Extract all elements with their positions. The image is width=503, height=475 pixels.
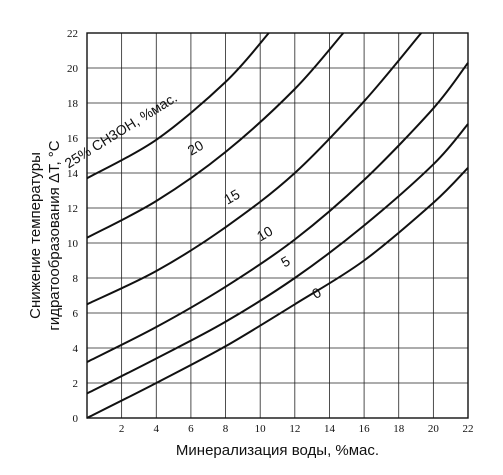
series-label-2: 10 — [254, 222, 276, 244]
y-tick-label: 14 — [67, 168, 79, 180]
series-label-1: 5 — [278, 252, 293, 270]
x-tick-label: 8 — [223, 423, 229, 435]
series-label-5: 25% CH3OH, %мас. — [62, 89, 180, 171]
y-tick-label: 18 — [67, 98, 79, 110]
y-tick-label: 22 — [67, 28, 78, 40]
x-tick-label: 16 — [359, 423, 371, 435]
grid — [87, 32, 469, 419]
y-tick-label: 6 — [73, 308, 79, 320]
x-tick-label: 4 — [154, 423, 160, 435]
x-tick-label: 22 — [463, 423, 474, 435]
x-tick-label: 2 — [119, 423, 125, 435]
x-tick-label: 20 — [428, 423, 440, 435]
y-tick-label: 10 — [67, 238, 79, 250]
x-axis-title: Минерализация воды, %мас. — [176, 442, 379, 459]
x-tick-label: 14 — [324, 423, 336, 435]
series-label-3: 15 — [221, 186, 243, 208]
x-tick-label: 18 — [393, 423, 405, 435]
series-line-3 — [86, 32, 422, 306]
series-label-0: 0 — [309, 284, 324, 302]
y-tick-label: 0 — [73, 413, 79, 425]
series-line-0 — [86, 167, 469, 419]
y-tick-label: 4 — [73, 343, 79, 355]
series-label-4: 20 — [185, 137, 207, 159]
series-line-2 — [86, 62, 469, 363]
curves — [86, 32, 469, 419]
y-axis-title-line: гидратообразования ΔT, °C — [46, 140, 63, 330]
y-tick-label: 16 — [67, 133, 79, 145]
y-tick-label: 8 — [73, 273, 79, 285]
y-axis-title-line: Снижение температуры — [27, 152, 44, 319]
y-tick-label: 20 — [67, 63, 79, 75]
y-tick-label: 12 — [67, 203, 78, 215]
x-tick-label: 6 — [188, 423, 194, 435]
y-tick-label: 2 — [73, 378, 79, 390]
plot-frame — [86, 32, 469, 419]
x-tick-label: 10 — [255, 423, 267, 435]
series-line-5 — [86, 32, 270, 180]
x-tick-label: 12 — [289, 423, 300, 435]
series-line-4 — [86, 32, 345, 239]
y-axis-title: Снижение температуры гидратообразования Δ… — [27, 140, 63, 330]
series-line-1 — [86, 123, 469, 395]
